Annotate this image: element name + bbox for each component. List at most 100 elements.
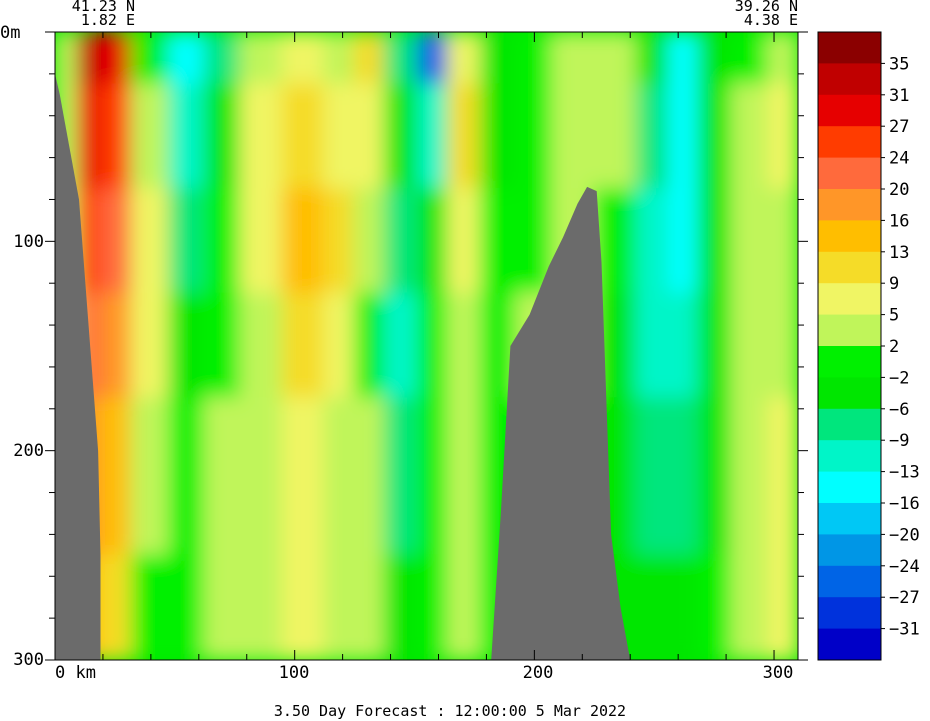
field-cell [767,397,798,557]
field-cell [353,554,386,660]
colorbar-swatch [818,32,881,64]
field-cell [697,32,734,86]
field-cell [323,292,356,400]
colorbar-swatch [818,628,881,661]
x-tick-label-200: 200 [523,663,554,683]
field-cell [353,397,386,557]
colorbar-label: −13 [889,463,920,483]
field-cell [353,32,386,86]
field-cell [635,292,670,400]
field-cell [697,83,734,190]
field-cell [167,32,206,86]
x-tick-label-100: 100 [279,663,310,683]
field-cell [447,554,482,660]
colorbar-label: −27 [889,588,920,608]
field-cell [130,292,170,400]
colorbar-label: 2 [889,337,899,357]
colorbar-label: 9 [889,274,899,294]
field-cell [203,554,242,660]
field-cell [281,554,326,660]
colorbar-swatch [818,565,881,598]
field-cell [203,397,242,557]
colorbar-swatch [818,63,881,96]
colorbar-swatch [818,189,881,221]
field-cell [417,188,450,295]
colorbar-label: 20 [889,180,909,200]
field-cell [447,292,482,400]
colorbar-swatch [818,126,881,159]
field-cell [635,554,670,660]
field-cell [697,397,734,557]
land-mask [55,73,631,660]
field-cell [479,188,518,295]
colorbar-swatch [818,377,881,410]
field-cell [479,32,518,86]
field-cell [593,83,638,190]
field-cell [203,83,242,190]
field-cell [203,292,242,400]
field-cell [323,554,356,660]
field-cell [167,397,206,557]
field-cell [99,188,133,295]
colorbar-swatch [818,314,881,347]
field-cell [353,83,386,190]
field-cell [383,397,420,557]
field-cell [323,32,356,86]
field-cell [731,83,770,190]
field-cell [281,83,326,190]
colorbar-swatch [818,440,881,473]
temperature-anomaly-field [55,32,798,660]
colorbar-label: −9 [889,431,909,451]
field-cell [731,397,770,557]
field-cell [99,554,133,660]
field-cell [767,554,798,660]
field-cell [697,292,734,400]
axis-ticks [45,31,808,661]
start-lat-label: 41.23 N [72,0,135,15]
field-cell [239,554,284,660]
colorbar-label: 35 [889,54,909,74]
colorbar-swatch [818,283,881,316]
y-tick-label-200: 200 [13,441,44,461]
colorbar-label: 13 [889,243,909,263]
colorbar-label: 31 [889,86,909,106]
field-cell [99,292,133,400]
field-cell [417,292,450,400]
field-cell [281,292,326,400]
field-cell [447,188,482,295]
field-cell [239,188,284,295]
field-cell [417,32,450,86]
field-cell [281,397,326,557]
x-tick-label-300: 300 [763,663,794,683]
colorbar-label: 24 [889,149,909,169]
field-cell [731,188,770,295]
colorbar-label: 16 [889,211,909,231]
field-cell [767,32,798,86]
field-cell [731,32,770,86]
field-cell [731,292,770,400]
field-cell [447,32,482,86]
field-cell [667,32,700,86]
field-cell [239,397,284,557]
field-cell [479,83,518,190]
field-cell [667,292,700,400]
field-cell [281,188,326,295]
field-cell [203,32,242,86]
field-cell [323,397,356,557]
field-cell [635,83,670,190]
x-origin-label: 0 km [55,663,96,683]
field-cell [203,188,242,295]
field-cell [99,83,133,190]
field-cell [130,188,170,295]
coastal-slope-land [55,73,101,660]
colorbar-label: 27 [889,117,909,137]
field-cell [239,83,284,190]
colorbar-label: −20 [889,525,920,545]
field-cell [323,188,356,295]
field-cell [667,554,700,660]
field-cell [447,397,482,557]
field-cell [323,83,356,190]
end-lon-label: 4.38 E [744,11,798,29]
field-cell [551,32,596,86]
